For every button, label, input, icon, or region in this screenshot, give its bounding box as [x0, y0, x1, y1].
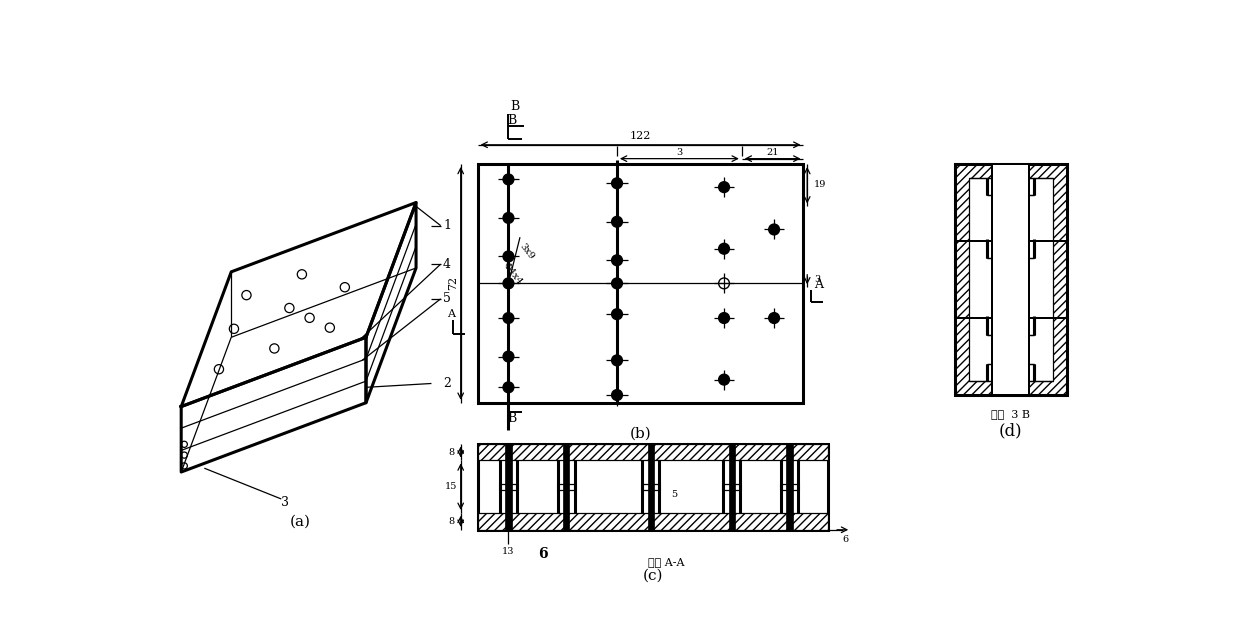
Text: 5: 5 [443, 292, 451, 305]
Text: 19: 19 [815, 181, 827, 189]
Text: (b): (b) [630, 426, 651, 440]
Text: (c): (c) [642, 569, 663, 583]
Text: 2: 2 [443, 377, 451, 390]
Text: B: B [510, 100, 520, 113]
Text: (a): (a) [290, 515, 311, 529]
Text: 8: 8 [449, 517, 455, 526]
Bar [729, 443, 735, 530]
Circle shape [503, 278, 513, 289]
Text: 8: 8 [449, 447, 455, 457]
Bar [993, 165, 1028, 240]
Circle shape [611, 216, 622, 227]
Circle shape [503, 382, 513, 392]
Text: 13: 13 [502, 547, 515, 556]
Text: A: A [446, 309, 455, 319]
Circle shape [719, 374, 729, 385]
Text: 5: 5 [671, 490, 677, 499]
Text: 3: 3 [815, 275, 821, 284]
Text: A: A [815, 279, 823, 291]
Bar [993, 165, 1028, 394]
Text: 剖面 A-A: 剖面 A-A [649, 557, 684, 567]
Text: B: B [507, 114, 517, 126]
Bar [477, 513, 828, 530]
Circle shape [611, 255, 622, 265]
Circle shape [719, 243, 729, 254]
Text: 1: 1 [443, 219, 451, 232]
Bar [786, 443, 792, 530]
Bar [647, 443, 653, 530]
Circle shape [503, 313, 513, 323]
Bar [993, 319, 1028, 394]
Bar [955, 164, 1066, 395]
Text: 3: 3 [281, 496, 289, 509]
Circle shape [719, 182, 729, 192]
Circle shape [611, 355, 622, 366]
Circle shape [503, 351, 513, 362]
Circle shape [503, 213, 513, 223]
Bar [968, 178, 1053, 381]
Circle shape [769, 313, 780, 323]
Text: (d): (d) [999, 423, 1023, 440]
Circle shape [611, 309, 622, 320]
Circle shape [719, 313, 729, 323]
Circle shape [769, 224, 780, 235]
Circle shape [611, 278, 622, 289]
Bar [506, 443, 512, 530]
Bar [477, 443, 828, 460]
Bar [477, 443, 828, 530]
Bar [477, 164, 804, 403]
Text: B: B [507, 411, 517, 425]
Text: 72: 72 [448, 276, 458, 291]
Text: Φ4x4: Φ4x4 [501, 261, 523, 287]
Circle shape [503, 174, 513, 185]
Text: 6: 6 [538, 547, 548, 562]
Text: 6: 6 [842, 535, 848, 543]
Circle shape [611, 389, 622, 401]
Text: 3: 3 [676, 148, 682, 157]
Circle shape [503, 251, 513, 262]
Bar [563, 443, 569, 530]
Text: 4: 4 [443, 258, 451, 270]
Text: 21: 21 [766, 148, 779, 157]
Text: 15: 15 [445, 482, 458, 491]
Text: 剖面  3 B: 剖面 3 B [991, 409, 1030, 420]
Circle shape [611, 178, 622, 189]
Text: 3x9: 3x9 [518, 242, 536, 261]
Text: 122: 122 [630, 131, 651, 140]
